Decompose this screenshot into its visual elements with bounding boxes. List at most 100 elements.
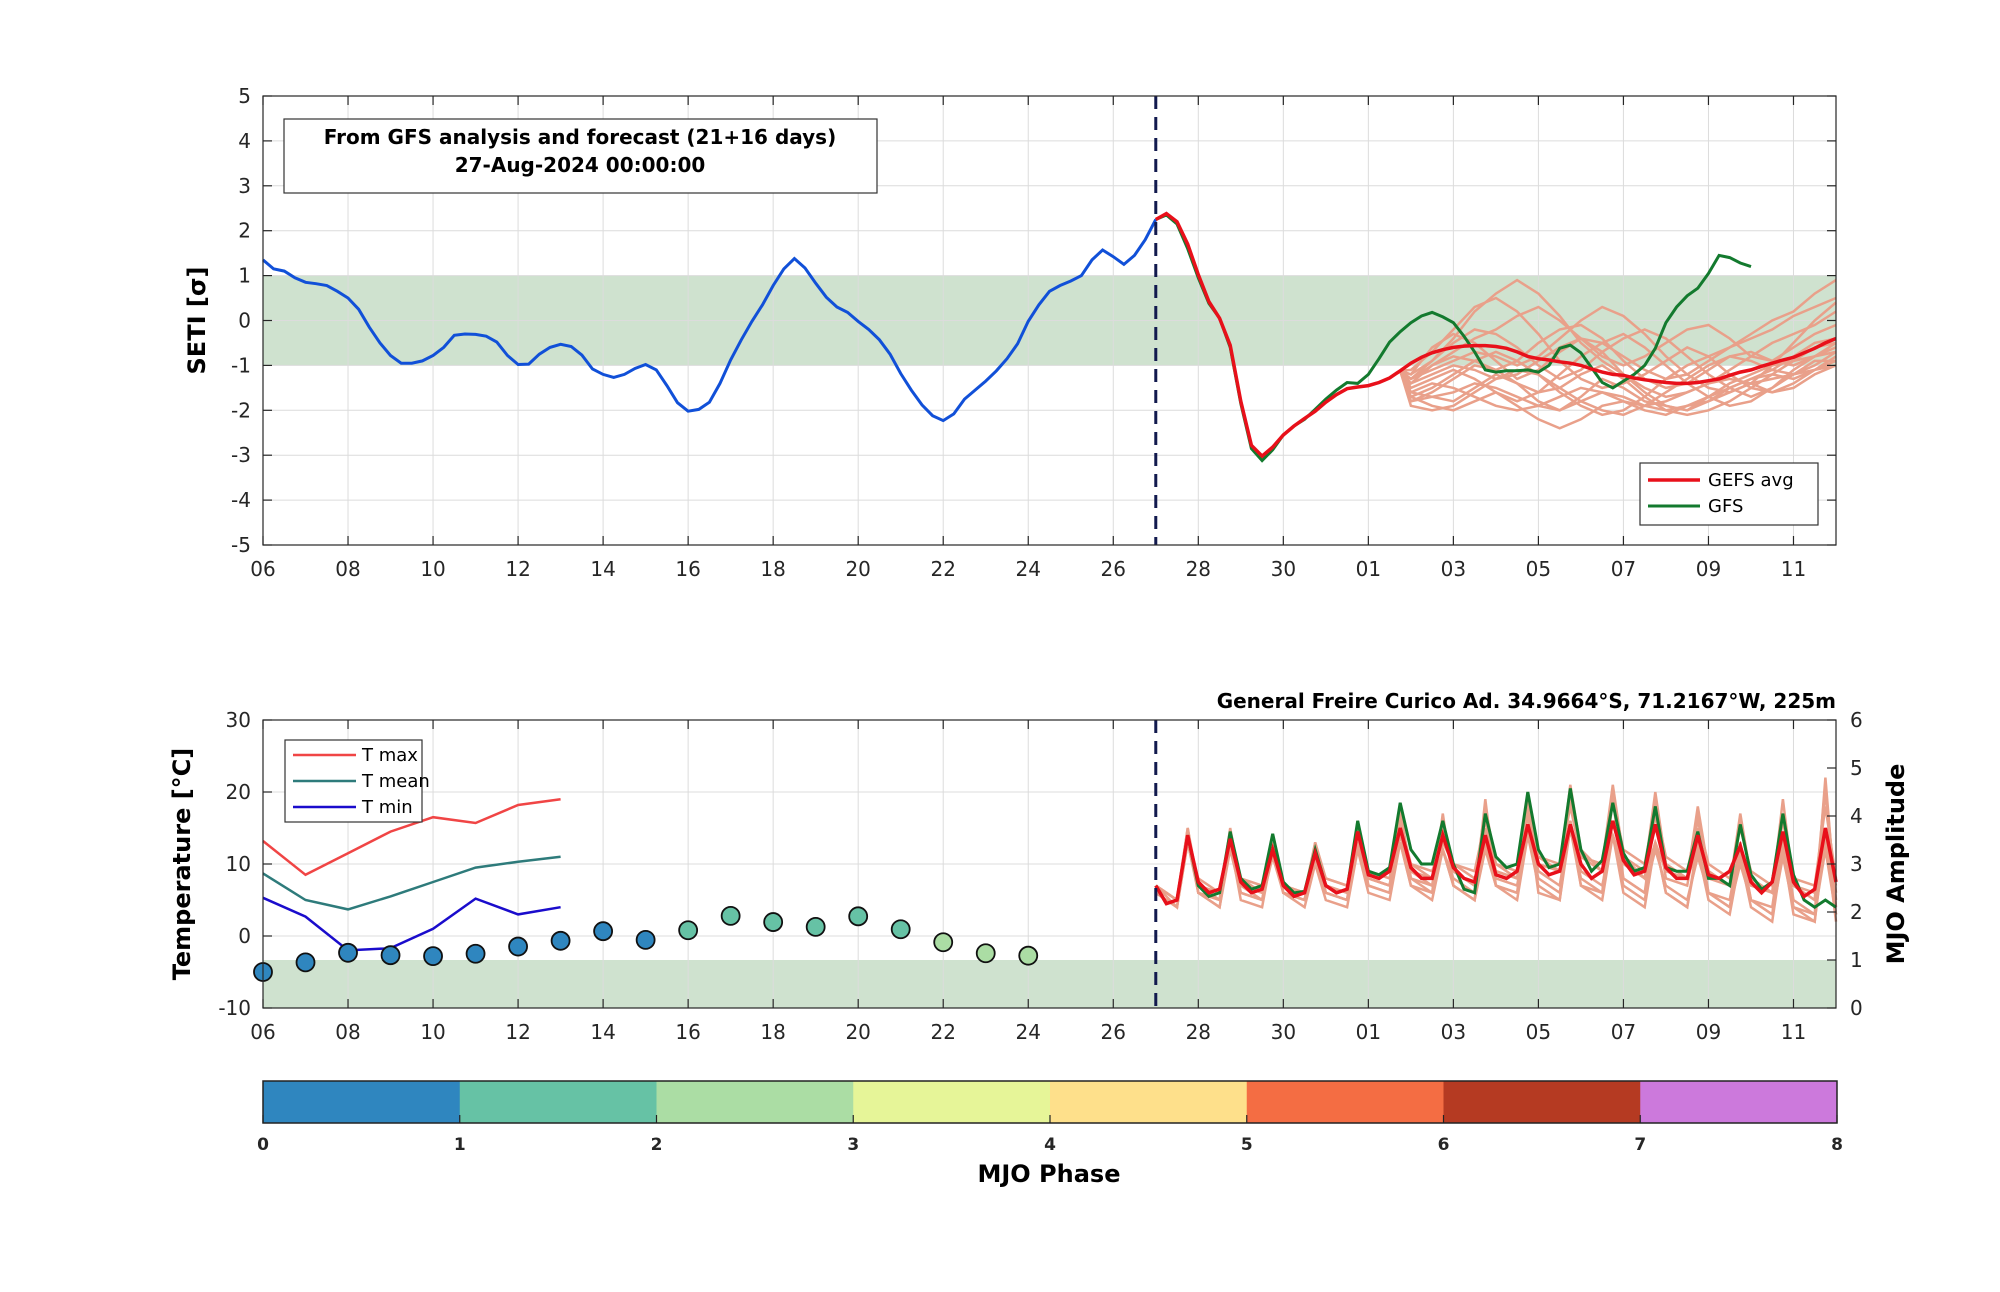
colorbar-tick-label: 0: [257, 1135, 269, 1155]
temperature-y-axis-label: Temperature [°C]: [168, 748, 196, 981]
t-max-line: [262, 797, 561, 877]
x-tick-label: 06: [250, 1020, 275, 1044]
mjo-weak-band: [263, 960, 1836, 1008]
seti-analysis-line: [262, 218, 1158, 423]
t-mean-line: [262, 855, 561, 911]
legend-label-t-max: T max: [361, 745, 418, 766]
info-box-line-2: 27-Aug-2024 00:00:00: [455, 153, 706, 177]
x-tick-label: 03: [1441, 557, 1466, 581]
colorbar-cell: [1050, 1081, 1248, 1123]
x-tick-label: 16: [675, 557, 700, 581]
x-tick-label: 09: [1696, 1020, 1721, 1044]
x-tick-label: 18: [760, 557, 785, 581]
y-tick-label: 30: [226, 708, 251, 732]
x-tick-label: 09: [1696, 557, 1721, 581]
x-tick-label: 22: [930, 557, 955, 581]
y-tick-label: -10: [218, 996, 251, 1020]
x-tick-label: 16: [675, 1020, 700, 1044]
seti-gefs-avg-line: [1154, 211, 1837, 459]
colorbar-cell: [459, 1081, 657, 1123]
colorbar-tick-label: 1: [454, 1135, 466, 1155]
y-tick-label: 0: [238, 309, 251, 333]
colorbar-cell: [1640, 1081, 1838, 1123]
temperature-gefs-avg-line: [1154, 820, 1838, 906]
y2-tick-label: 4: [1850, 804, 1863, 828]
y2-tick-label: 6: [1850, 708, 1863, 732]
seti-gfs-line: [1155, 213, 1752, 463]
mjo-point: [805, 916, 826, 937]
x-tick-label: 24: [1016, 557, 1041, 581]
y2-tick-label: 3: [1850, 852, 1863, 876]
x-tick-label: 01: [1356, 557, 1381, 581]
x-tick-label: 03: [1441, 1020, 1466, 1044]
mjo-point: [678, 920, 699, 941]
mjo-point: [763, 912, 784, 932]
info-box-line-1: From GFS analysis and forecast (21+16 da…: [324, 125, 836, 149]
x-tick-label: 12: [505, 557, 530, 581]
x-tick-label: 20: [845, 557, 870, 581]
y-tick-label: -4: [231, 488, 251, 512]
mjo-point: [975, 943, 996, 964]
mjo-point: [423, 946, 443, 967]
y-tick-label: -1: [231, 353, 251, 377]
t-min-line: [262, 896, 561, 952]
legend-label-t-mean: T mean: [361, 771, 430, 792]
colorbar-cell: [656, 1081, 854, 1123]
colorbar-cell: [1246, 1081, 1444, 1123]
x-tick-label: 07: [1611, 1020, 1636, 1044]
y-tick-label: 2: [238, 219, 251, 243]
mjo-point: [593, 921, 614, 942]
x-tick-label: 30: [1271, 557, 1296, 581]
x-tick-label: 14: [590, 557, 615, 581]
x-tick-label: 28: [1186, 557, 1211, 581]
mjo-point: [550, 930, 571, 951]
temperature-member-lines: [1154, 777, 1838, 924]
mjo-point: [338, 942, 358, 963]
colorbar-cell: [263, 1081, 461, 1123]
y-tick-label: 3: [238, 174, 251, 198]
x-tick-label: 05: [1526, 1020, 1551, 1044]
colorbar-cell: [853, 1081, 1051, 1123]
mjo-amplitude-axis-label: MJO Amplitude: [1882, 764, 1910, 965]
colorbar-tick-label: 2: [651, 1135, 663, 1155]
x-tick-label: 22: [930, 1020, 955, 1044]
colorbar-tick-label: 6: [1438, 1135, 1450, 1155]
x-tick-label: 30: [1271, 1020, 1296, 1044]
legend-label-gfs: GFS: [1708, 496, 1743, 517]
y2-tick-label: 0: [1850, 996, 1863, 1020]
x-tick-label: 12: [505, 1020, 530, 1044]
x-tick-label: 05: [1526, 557, 1551, 581]
x-tick-label: 24: [1016, 1020, 1041, 1044]
colorbar-tick-label: 7: [1634, 1135, 1646, 1155]
x-tick-label: 06: [250, 557, 275, 581]
y2-tick-label: 5: [1850, 756, 1863, 780]
colorbar-tick-label: 4: [1044, 1135, 1056, 1155]
y-tick-label: 5: [238, 84, 251, 108]
colorbar-cell: [1443, 1081, 1641, 1123]
x-tick-label: 07: [1611, 557, 1636, 581]
mjo-point: [295, 952, 316, 973]
colorbar-tick-label: 5: [1241, 1135, 1253, 1155]
mjo-point: [1018, 945, 1039, 966]
x-tick-label: 20: [845, 1020, 870, 1044]
temperature-ticks: 06 08 10 12 14 16 18 20 22 24 26 28 30 01 03 05 07 09 11-1…: [218, 708, 1862, 1044]
x-tick-label: 08: [335, 557, 360, 581]
x-tick-label: 10: [420, 557, 445, 581]
x-tick-label: 11: [1781, 557, 1806, 581]
x-tick-label: 10: [420, 1020, 445, 1044]
seti-ticks: 06 08 10 12 14 16 18 20 22 24 26 28 30 01 03 05 07 09 11-5…: [231, 84, 1836, 581]
temperature-mjo-panel: 06 08 10 12 14 16 18 20 22 24 26 28 30 01 03 05 07 09 11-1…: [168, 689, 1910, 1044]
y-tick-label: 20: [226, 780, 251, 804]
seti-panel: 06 08 10 12 14 16 18 20 22 24 26 28 30 01 03 05 07 09 11-5…: [183, 84, 1837, 581]
station-label: General Freire Curico Ad. 34.9664°S, 71.…: [1217, 689, 1836, 713]
colorbar-label: MJO Phase: [977, 1160, 1120, 1188]
y2-tick-label: 2: [1850, 900, 1863, 924]
x-tick-label: 08: [335, 1020, 360, 1044]
y-tick-label: 1: [238, 264, 251, 288]
temperature-legend: T max T mean T min: [284, 739, 430, 823]
mjo-point: [848, 906, 869, 927]
legend-label-gefs-avg: GEFS avg: [1708, 470, 1794, 491]
mjo-point: [720, 905, 741, 926]
seti-y-axis-label: SETI [σ]: [183, 267, 211, 375]
temperature-gfs-line: [1154, 788, 1837, 910]
